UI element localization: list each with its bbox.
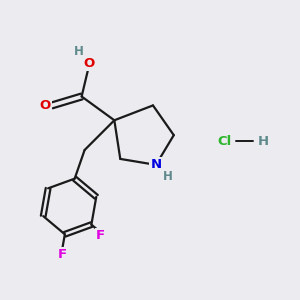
Text: N: N xyxy=(150,158,161,171)
Text: Cl: Cl xyxy=(217,135,231,148)
Text: F: F xyxy=(96,229,105,242)
Text: F: F xyxy=(57,248,67,261)
Text: O: O xyxy=(40,99,51,112)
Text: O: O xyxy=(83,57,95,70)
Text: H: H xyxy=(257,135,268,148)
Text: H: H xyxy=(163,170,173,183)
Text: H: H xyxy=(74,44,84,58)
